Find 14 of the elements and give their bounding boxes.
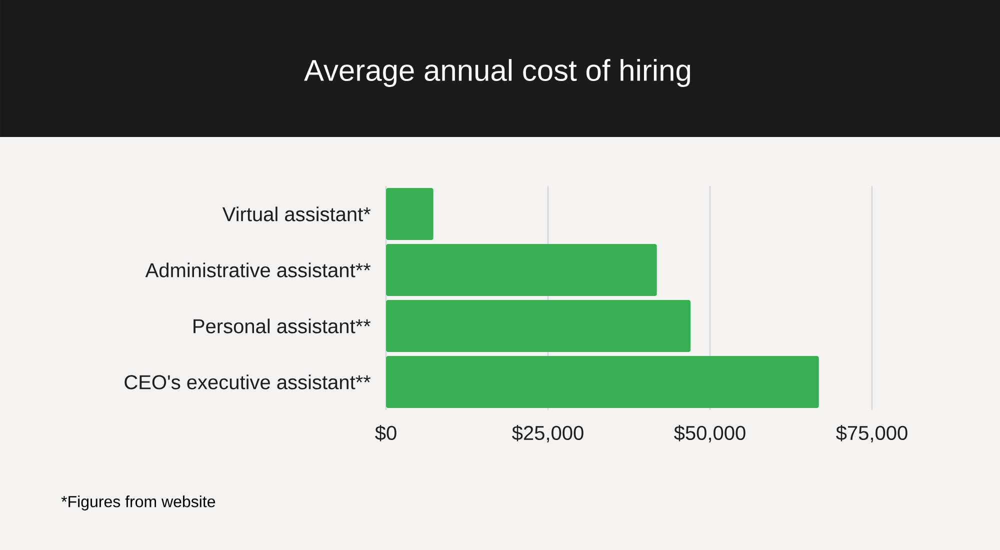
bar [386, 300, 691, 352]
x-tick-label: $0 [375, 425, 396, 442]
chart-title: Average annual cost of hiring [304, 59, 690, 87]
y-tick-label: Virtual assistant* [222, 206, 371, 222]
x-tick-label: $75,000 [836, 425, 908, 442]
y-tick-label: Personal assistant** [194, 318, 371, 334]
x-tick-label: $50,000 [674, 425, 746, 442]
bar [386, 356, 819, 408]
bar [386, 244, 657, 296]
y-tick-label: CEO's executive assistant** [124, 374, 371, 390]
x-tick-label: $25,000 [512, 425, 584, 442]
text: *Figures from website [61, 496, 216, 510]
y-tick-label: Administrative assistant** [145, 262, 371, 278]
bar [386, 188, 434, 240]
